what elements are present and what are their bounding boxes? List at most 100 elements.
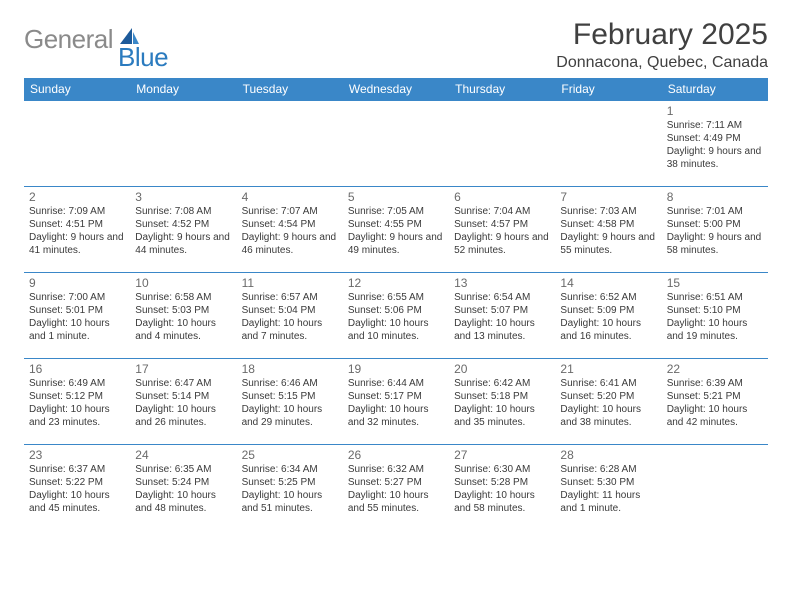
day-number: 10 xyxy=(135,276,231,290)
day-number: 9 xyxy=(29,276,125,290)
calendar-day-cell xyxy=(24,101,130,187)
sunrise-text: Sunrise: 7:07 AM xyxy=(242,205,338,218)
daylight-text: Daylight: 9 hours and 41 minutes. xyxy=(29,231,125,257)
calendar-day-cell: 23Sunrise: 6:37 AMSunset: 5:22 PMDayligh… xyxy=(24,445,130,531)
day-number: 5 xyxy=(348,190,444,204)
calendar-day-cell: 2Sunrise: 7:09 AMSunset: 4:51 PMDaylight… xyxy=(24,187,130,273)
sunrise-text: Sunrise: 6:34 AM xyxy=(242,463,338,476)
weekday-header: Sunday xyxy=(24,78,130,101)
daylight-text: Daylight: 10 hours and 55 minutes. xyxy=(348,489,444,515)
daylight-text: Daylight: 9 hours and 55 minutes. xyxy=(560,231,656,257)
sunrise-text: Sunrise: 6:57 AM xyxy=(242,291,338,304)
sunset-text: Sunset: 5:06 PM xyxy=(348,304,444,317)
calendar-day-cell: 11Sunrise: 6:57 AMSunset: 5:04 PMDayligh… xyxy=(237,273,343,359)
calendar-day-cell: 1Sunrise: 7:11 AMSunset: 4:49 PMDaylight… xyxy=(662,101,768,187)
sunrise-text: Sunrise: 6:41 AM xyxy=(560,377,656,390)
calendar-day-cell: 22Sunrise: 6:39 AMSunset: 5:21 PMDayligh… xyxy=(662,359,768,445)
sunset-text: Sunset: 5:24 PM xyxy=(135,476,231,489)
calendar-day-cell: 21Sunrise: 6:41 AMSunset: 5:20 PMDayligh… xyxy=(555,359,661,445)
sunset-text: Sunset: 5:30 PM xyxy=(560,476,656,489)
sunset-text: Sunset: 5:10 PM xyxy=(667,304,763,317)
day-number: 2 xyxy=(29,190,125,204)
sunrise-text: Sunrise: 6:37 AM xyxy=(29,463,125,476)
title-block: February 2025 Donnacona, Quebec, Canada xyxy=(556,18,768,72)
sunset-text: Sunset: 5:22 PM xyxy=(29,476,125,489)
weekday-header: Friday xyxy=(555,78,661,101)
sunset-text: Sunset: 5:20 PM xyxy=(560,390,656,403)
day-number: 8 xyxy=(667,190,763,204)
daylight-text: Daylight: 9 hours and 46 minutes. xyxy=(242,231,338,257)
calendar-day-cell: 24Sunrise: 6:35 AMSunset: 5:24 PMDayligh… xyxy=(130,445,236,531)
calendar-day-cell: 27Sunrise: 6:30 AMSunset: 5:28 PMDayligh… xyxy=(449,445,555,531)
sunrise-text: Sunrise: 6:35 AM xyxy=(135,463,231,476)
sunrise-text: Sunrise: 6:46 AM xyxy=(242,377,338,390)
sunrise-text: Sunrise: 7:08 AM xyxy=(135,205,231,218)
day-number: 12 xyxy=(348,276,444,290)
weekday-header: Saturday xyxy=(662,78,768,101)
sunset-text: Sunset: 5:04 PM xyxy=(242,304,338,317)
calendar-week-row: 9Sunrise: 7:00 AMSunset: 5:01 PMDaylight… xyxy=(24,273,768,359)
day-number: 18 xyxy=(242,362,338,376)
daylight-text: Daylight: 10 hours and 4 minutes. xyxy=(135,317,231,343)
sunrise-text: Sunrise: 7:03 AM xyxy=(560,205,656,218)
daylight-text: Daylight: 9 hours and 52 minutes. xyxy=(454,231,550,257)
sunrise-text: Sunrise: 7:05 AM xyxy=(348,205,444,218)
sunset-text: Sunset: 5:01 PM xyxy=(29,304,125,317)
sunset-text: Sunset: 5:18 PM xyxy=(454,390,550,403)
sunrise-text: Sunrise: 6:52 AM xyxy=(560,291,656,304)
sunrise-text: Sunrise: 6:28 AM xyxy=(560,463,656,476)
sunrise-text: Sunrise: 6:44 AM xyxy=(348,377,444,390)
calendar-day-cell: 6Sunrise: 7:04 AMSunset: 4:57 PMDaylight… xyxy=(449,187,555,273)
weekday-header: Wednesday xyxy=(343,78,449,101)
day-number: 16 xyxy=(29,362,125,376)
location-label: Donnacona, Quebec, Canada xyxy=(556,54,768,72)
day-number: 27 xyxy=(454,448,550,462)
sunset-text: Sunset: 5:17 PM xyxy=(348,390,444,403)
logo-text-gray: General xyxy=(24,24,113,55)
sunset-text: Sunset: 5:09 PM xyxy=(560,304,656,317)
day-number: 3 xyxy=(135,190,231,204)
sunset-text: Sunset: 5:27 PM xyxy=(348,476,444,489)
calendar-day-cell: 5Sunrise: 7:05 AMSunset: 4:55 PMDaylight… xyxy=(343,187,449,273)
sunrise-text: Sunrise: 7:00 AM xyxy=(29,291,125,304)
day-number: 28 xyxy=(560,448,656,462)
sunrise-text: Sunrise: 7:01 AM xyxy=(667,205,763,218)
sunrise-text: Sunrise: 6:54 AM xyxy=(454,291,550,304)
daylight-text: Daylight: 10 hours and 23 minutes. xyxy=(29,403,125,429)
sunrise-text: Sunrise: 6:51 AM xyxy=(667,291,763,304)
calendar-day-cell: 20Sunrise: 6:42 AMSunset: 5:18 PMDayligh… xyxy=(449,359,555,445)
calendar-day-cell: 17Sunrise: 6:47 AMSunset: 5:14 PMDayligh… xyxy=(130,359,236,445)
calendar-day-cell: 28Sunrise: 6:28 AMSunset: 5:30 PMDayligh… xyxy=(555,445,661,531)
calendar-day-cell: 3Sunrise: 7:08 AMSunset: 4:52 PMDaylight… xyxy=(130,187,236,273)
weekday-header-row: Sunday Monday Tuesday Wednesday Thursday… xyxy=(24,78,768,101)
day-number: 21 xyxy=(560,362,656,376)
day-number: 14 xyxy=(560,276,656,290)
daylight-text: Daylight: 9 hours and 58 minutes. xyxy=(667,231,763,257)
daylight-text: Daylight: 10 hours and 45 minutes. xyxy=(29,489,125,515)
sunrise-text: Sunrise: 6:49 AM xyxy=(29,377,125,390)
sunset-text: Sunset: 4:58 PM xyxy=(560,218,656,231)
daylight-text: Daylight: 9 hours and 49 minutes. xyxy=(348,231,444,257)
calendar-day-cell: 18Sunrise: 6:46 AMSunset: 5:15 PMDayligh… xyxy=(237,359,343,445)
daylight-text: Daylight: 10 hours and 16 minutes. xyxy=(560,317,656,343)
calendar-page: General Blue February 2025 Donnacona, Qu… xyxy=(0,0,792,541)
daylight-text: Daylight: 10 hours and 42 minutes. xyxy=(667,403,763,429)
sunset-text: Sunset: 5:03 PM xyxy=(135,304,231,317)
sunset-text: Sunset: 5:28 PM xyxy=(454,476,550,489)
sunset-text: Sunset: 4:51 PM xyxy=(29,218,125,231)
calendar-week-row: 16Sunrise: 6:49 AMSunset: 5:12 PMDayligh… xyxy=(24,359,768,445)
calendar-day-cell: 26Sunrise: 6:32 AMSunset: 5:27 PMDayligh… xyxy=(343,445,449,531)
daylight-text: Daylight: 10 hours and 10 minutes. xyxy=(348,317,444,343)
sunrise-text: Sunrise: 6:58 AM xyxy=(135,291,231,304)
sunset-text: Sunset: 5:21 PM xyxy=(667,390,763,403)
day-number: 22 xyxy=(667,362,763,376)
calendar-day-cell xyxy=(237,101,343,187)
daylight-text: Daylight: 10 hours and 1 minute. xyxy=(29,317,125,343)
daylight-text: Daylight: 10 hours and 7 minutes. xyxy=(242,317,338,343)
calendar-week-row: 1Sunrise: 7:11 AMSunset: 4:49 PMDaylight… xyxy=(24,101,768,187)
day-number: 19 xyxy=(348,362,444,376)
day-number: 13 xyxy=(454,276,550,290)
day-number: 4 xyxy=(242,190,338,204)
sunset-text: Sunset: 4:49 PM xyxy=(667,132,763,145)
day-number: 17 xyxy=(135,362,231,376)
